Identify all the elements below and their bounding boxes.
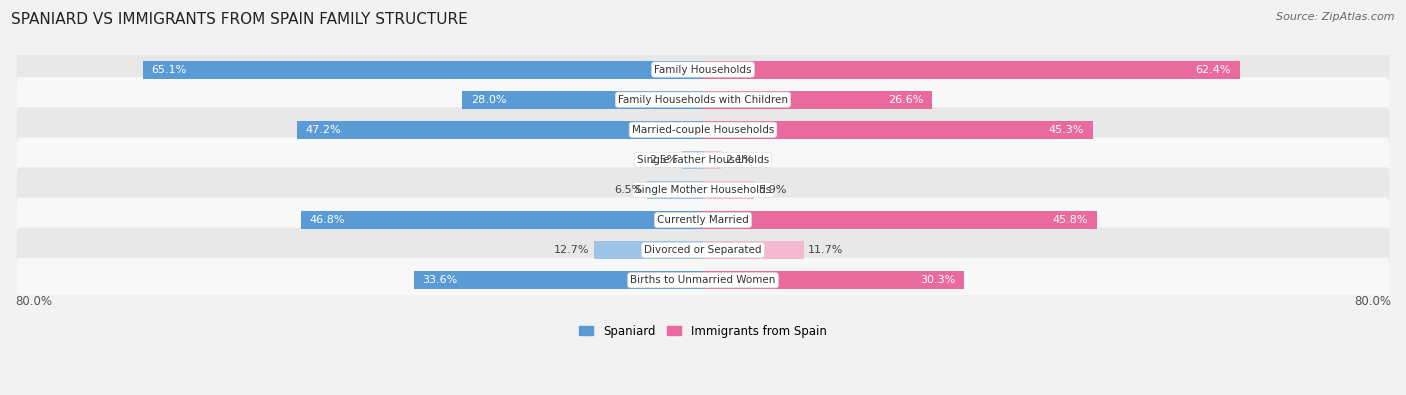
Text: 80.0%: 80.0%: [1354, 295, 1391, 308]
Text: 46.8%: 46.8%: [309, 215, 344, 225]
Bar: [143, 60, 703, 79]
Text: 6.5%: 6.5%: [614, 185, 643, 195]
Text: 28.0%: 28.0%: [471, 95, 506, 105]
Text: Currently Married: Currently Married: [657, 215, 749, 225]
Text: 47.2%: 47.2%: [305, 125, 342, 135]
Bar: [703, 211, 1097, 229]
Text: Divorced or Separated: Divorced or Separated: [644, 245, 762, 255]
Bar: [593, 241, 703, 259]
Text: 26.6%: 26.6%: [887, 95, 924, 105]
FancyBboxPatch shape: [17, 77, 1389, 122]
Text: Births to Unmarried Women: Births to Unmarried Women: [630, 275, 776, 285]
Bar: [463, 90, 703, 109]
Text: 5.9%: 5.9%: [758, 185, 786, 195]
FancyBboxPatch shape: [17, 228, 1389, 273]
FancyBboxPatch shape: [17, 137, 1389, 182]
Text: 30.3%: 30.3%: [920, 275, 955, 285]
Bar: [682, 151, 703, 169]
Bar: [647, 181, 703, 199]
Bar: [703, 241, 804, 259]
FancyBboxPatch shape: [17, 258, 1389, 303]
Text: Family Households: Family Households: [654, 64, 752, 75]
Legend: Spaniard, Immigrants from Spain: Spaniard, Immigrants from Spain: [575, 320, 831, 342]
Text: 80.0%: 80.0%: [15, 295, 52, 308]
Text: 65.1%: 65.1%: [152, 64, 187, 75]
Bar: [703, 60, 1240, 79]
Text: Source: ZipAtlas.com: Source: ZipAtlas.com: [1277, 12, 1395, 22]
Bar: [297, 121, 703, 139]
Text: Single Mother Households: Single Mother Households: [636, 185, 770, 195]
Bar: [703, 271, 963, 289]
Text: Single Father Households: Single Father Households: [637, 155, 769, 165]
Text: 11.7%: 11.7%: [808, 245, 844, 255]
Text: 62.4%: 62.4%: [1195, 64, 1232, 75]
Bar: [301, 211, 703, 229]
Text: 2.5%: 2.5%: [648, 155, 678, 165]
Text: SPANIARD VS IMMIGRANTS FROM SPAIN FAMILY STRUCTURE: SPANIARD VS IMMIGRANTS FROM SPAIN FAMILY…: [11, 12, 468, 27]
Text: Family Households with Children: Family Households with Children: [619, 95, 787, 105]
FancyBboxPatch shape: [17, 107, 1389, 152]
FancyBboxPatch shape: [17, 47, 1389, 92]
Bar: [413, 271, 703, 289]
Text: 2.1%: 2.1%: [725, 155, 754, 165]
Text: 12.7%: 12.7%: [554, 245, 589, 255]
FancyBboxPatch shape: [17, 198, 1389, 243]
Text: 33.6%: 33.6%: [423, 275, 458, 285]
Text: 45.8%: 45.8%: [1053, 215, 1088, 225]
Bar: [703, 151, 721, 169]
Text: Married-couple Households: Married-couple Households: [631, 125, 775, 135]
Bar: [703, 181, 754, 199]
Text: 45.3%: 45.3%: [1049, 125, 1084, 135]
Bar: [703, 90, 932, 109]
Bar: [703, 121, 1092, 139]
FancyBboxPatch shape: [17, 167, 1389, 213]
